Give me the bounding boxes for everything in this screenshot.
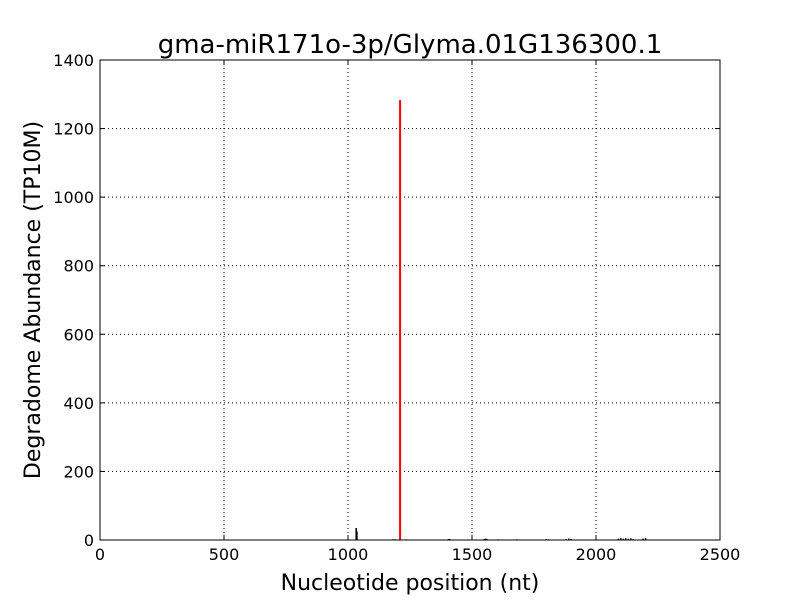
x-tick-label: 2000	[576, 545, 617, 564]
plot-frame	[99, 59, 721, 541]
y-tick-label: 800	[63, 257, 94, 276]
x-tick-label: 1000	[328, 545, 369, 564]
y-tick-label: 1400	[53, 51, 94, 70]
x-axis-label: Nucleotide position (nt)	[281, 571, 540, 596]
grid	[100, 60, 720, 540]
x-tick-label: 1500	[452, 545, 493, 564]
chart-title: gma-miR171o-3p/Glyma.01G136300.1	[158, 30, 663, 60]
y-tick-label: 1200	[53, 120, 94, 139]
y-tick-label: 200	[63, 462, 94, 481]
y-tick-label: 400	[63, 394, 94, 413]
x-tick-label: 2500	[700, 545, 741, 564]
bars	[355, 100, 647, 540]
y-tick-label: 600	[63, 325, 94, 344]
ticks: 0 500 1000 1500 2000 2500 0 200 400 600 800 1000 120…	[53, 51, 740, 564]
y-tick-label: 0	[84, 531, 94, 550]
x-tick-label: 500	[209, 545, 240, 564]
x-tick-label: 0	[95, 545, 105, 564]
y-tick-label: 1000	[53, 188, 94, 207]
y-axis-label: Degradome Abundance (TP10M)	[21, 121, 46, 479]
